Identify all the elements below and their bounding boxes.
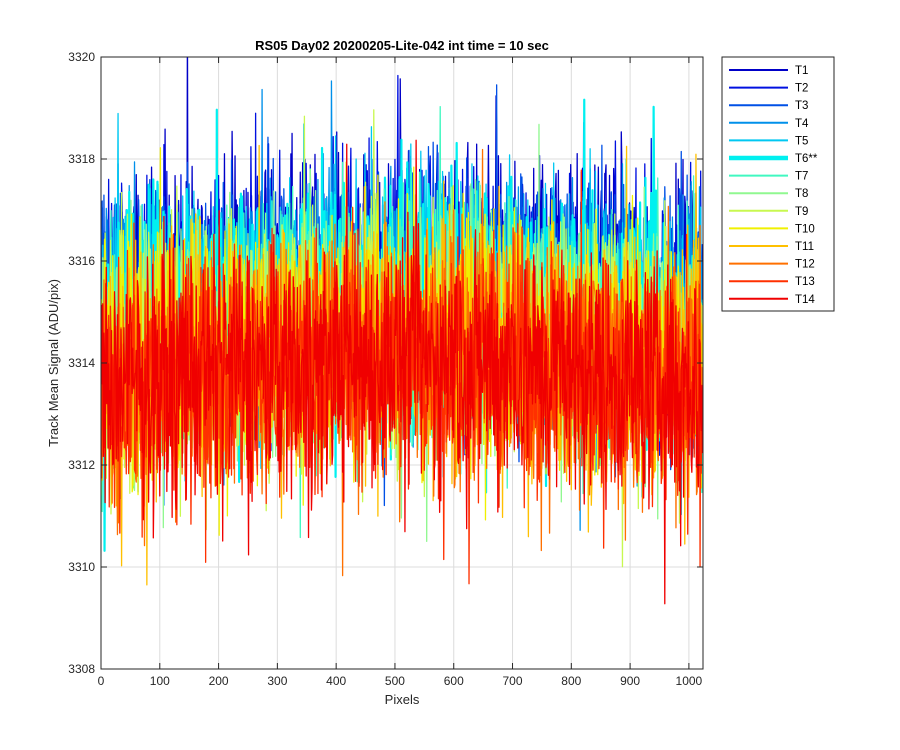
legend-label: T5 bbox=[795, 135, 808, 147]
x-tick-label: 100 bbox=[150, 674, 170, 688]
legend-item: T4 bbox=[729, 118, 809, 130]
legend-item: T14 bbox=[729, 294, 815, 306]
legend: T1 T2 T3 T4 T5 T6** T7 T8 T9 T10 T11 T12 T13 T14 bbox=[721, 56, 835, 312]
legend-item: T7 bbox=[729, 171, 808, 183]
legend-item: T6** bbox=[729, 153, 818, 165]
legend-item: T12 bbox=[729, 259, 815, 271]
legend-item: T13 bbox=[729, 276, 815, 288]
legend-label: T12 bbox=[795, 259, 815, 271]
axis-ticks bbox=[100, 56, 703, 670]
legend-item: T5 bbox=[729, 135, 808, 147]
chart-title: RS05 Day02 20200205-Lite-042 int time = … bbox=[255, 38, 549, 53]
x-tick-label: 500 bbox=[385, 674, 405, 688]
legend-label: T8 bbox=[795, 188, 808, 200]
y-tick-labels: 3308 3310 3312 3314 3316 3318 3320 bbox=[68, 50, 95, 676]
series-line-t14 bbox=[101, 139, 703, 605]
y-tick-label: 3312 bbox=[68, 458, 95, 472]
legend-label: T4 bbox=[795, 118, 809, 130]
legend-label: T1 bbox=[795, 65, 808, 77]
legend-label: T3 bbox=[795, 100, 808, 112]
legend-label: T13 bbox=[795, 276, 815, 288]
x-tick-label: 300 bbox=[267, 674, 287, 688]
legend-item: T11 bbox=[729, 241, 814, 253]
x-tick-label: 800 bbox=[561, 674, 581, 688]
legend-box bbox=[721, 56, 835, 312]
legend-item: T3 bbox=[729, 100, 808, 112]
series-lines bbox=[101, 57, 703, 605]
legend-label: T6** bbox=[795, 153, 818, 165]
legend-label: T10 bbox=[795, 223, 815, 235]
x-tick-label: 700 bbox=[503, 674, 523, 688]
legend-label: T14 bbox=[795, 294, 815, 306]
legend-label: T9 bbox=[795, 206, 808, 218]
x-axis-label: Pixels bbox=[385, 692, 420, 707]
x-tick-labels: 0 100 200 300 400 500 600 700 800 900 1000 bbox=[98, 674, 703, 688]
x-tick-label: 900 bbox=[620, 674, 640, 688]
y-tick-label: 3320 bbox=[68, 50, 95, 64]
x-tick-label: 0 bbox=[98, 674, 105, 688]
y-tick-label: 3310 bbox=[68, 560, 95, 574]
y-tick-label: 3318 bbox=[68, 152, 95, 166]
y-tick-label: 3308 bbox=[68, 662, 95, 676]
legend-item: T1 bbox=[729, 65, 808, 77]
legend-label: T2 bbox=[795, 83, 808, 95]
legend-label: T11 bbox=[795, 241, 814, 253]
x-tick-label: 1000 bbox=[676, 674, 703, 688]
legend-item: T2 bbox=[729, 83, 808, 95]
legend-item: T8 bbox=[729, 188, 808, 200]
legend-label: T7 bbox=[795, 171, 808, 183]
y-axis-label: Track Mean Signal (ADU/pix) bbox=[46, 279, 61, 447]
x-tick-label: 400 bbox=[326, 674, 346, 688]
y-tick-label: 3314 bbox=[68, 356, 95, 370]
y-tick-label: 3316 bbox=[68, 254, 95, 268]
x-tick-label: 600 bbox=[444, 674, 464, 688]
legend-item: T9 bbox=[729, 206, 808, 218]
legend-item: T10 bbox=[729, 223, 815, 235]
x-tick-label: 200 bbox=[209, 674, 229, 688]
